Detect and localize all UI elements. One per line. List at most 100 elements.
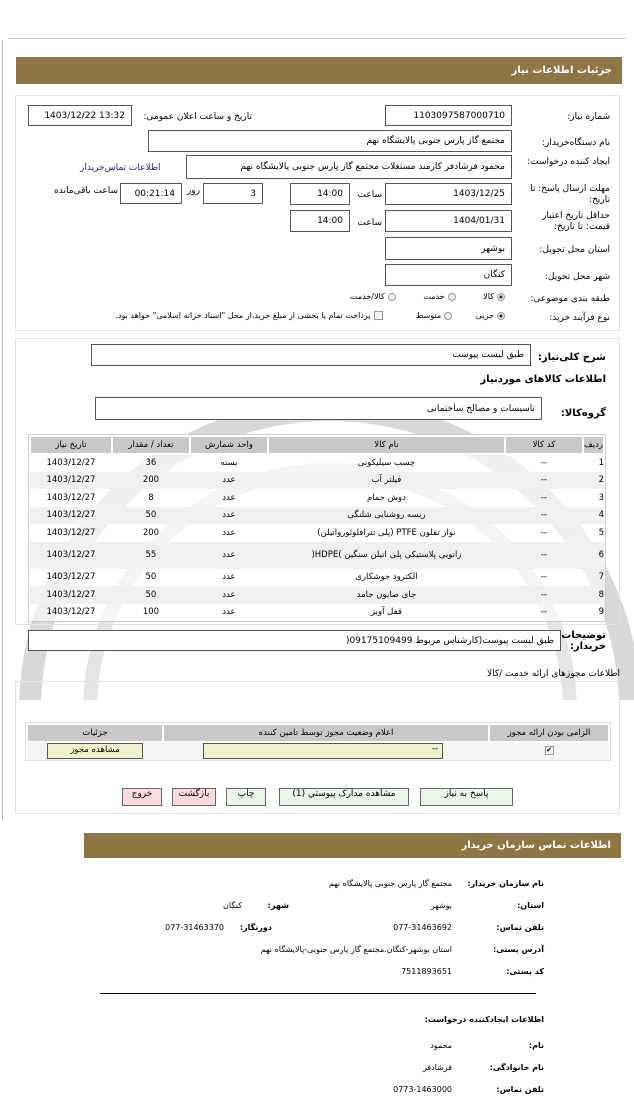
item-code: -- <box>540 527 547 538</box>
creator-phone-value: 0773-1463000 <box>393 1085 452 1094</box>
table-row: 8 -- جای صابون جامد عدد 50 1403/12/27 <box>30 586 604 604</box>
table-row: 1 -- چسب سیلیکونی بسته 36 1403/12/27 <box>30 454 604 472</box>
goods-table: ردیف کد کالا نام کالا واحد شمارش تعداد /… <box>28 434 606 622</box>
item-date: 1403/12/27 <box>46 527 96 538</box>
family-label: نام خانوادگی: <box>489 1063 544 1072</box>
item-date: 1403/12/27 <box>30 586 112 604</box>
goods-panel <box>15 338 620 625</box>
item-unit: عدد <box>189 541 268 569</box>
item-qty: 50 <box>111 506 190 524</box>
item-unit: عدد <box>222 527 236 538</box>
item-qty: 100 <box>142 607 160 618</box>
category-radio-group: کالا خدمت کالا/خدمت <box>350 292 508 301</box>
process-label: نوع فرآیند خرید: <box>549 313 610 323</box>
col-code: کد کالا <box>503 435 584 455</box>
creator-phone-label: تلفن تماس: <box>496 1085 544 1094</box>
view-attachments-button[interactable]: مشاهده مدارک پیوستي (1) <box>279 788 409 806</box>
print-button[interactable]: چاپ <box>226 788 266 806</box>
city-field[interactable]: کنگان <box>385 264 512 286</box>
radio-service[interactable] <box>447 292 456 301</box>
buyer-contact-link[interactable]: اطلاعات تماس‌خریدار <box>80 163 161 173</box>
item-name: زانویی پلاستیکی پلی اتیلن سنگین )HDPE( <box>267 541 505 569</box>
validity-time-field[interactable]: 14:00 <box>290 210 350 232</box>
item-name: نوار تفلون PTFE (پلی تترافلوئورواتیلن) <box>317 527 456 538</box>
exit-button[interactable]: خروج <box>122 788 162 806</box>
treasury-checkbox[interactable] <box>373 311 383 320</box>
table-row: 4 -- ریسه روشنایی شلنگی عدد 50 1403/12/27 <box>30 506 604 524</box>
item-unit: عدد <box>222 492 236 503</box>
creator-field[interactable]: محمود فرشادفر کارمند مستغلات مجتمع گاز پ… <box>186 155 512 179</box>
goods-section-title: اطلاعات کالاهای موردنیاز <box>480 374 606 385</box>
org-value: مجتمع گاز پارس جنوبی پالایشگاه نهم <box>328 879 452 888</box>
province-field[interactable]: بوشهر <box>385 237 512 260</box>
remaining-time-field: 00:21:14 <box>120 183 182 204</box>
buyer-label: نام دستگاه‌خریدار: <box>541 138 610 148</box>
family-value: فرشادفر <box>422 1063 452 1072</box>
item-name: دوش حمام <box>366 492 406 503</box>
row-number: 3 <box>598 492 604 503</box>
table-row: 7 -- الکترود جوشکاری عدد 50 1403/12/27 <box>30 569 604 587</box>
license-table: الزامی بودن ارائه مجوز اعلام وضعیت مجوز … <box>25 722 611 761</box>
address-value: استان بوشهر-کنگان.مجتمع گاز پارس جنوبی-پ… <box>260 945 452 954</box>
desc-field[interactable]: طبق لیست پیوست <box>91 344 531 366</box>
item-unit: عدد <box>189 471 268 489</box>
table-row: 9 -- قفل آویز عدد 100 1403/12/27 <box>30 604 604 622</box>
back-button[interactable]: بازگشت <box>172 788 216 806</box>
view-license-button[interactable]: مشاهده مجوز <box>47 743 143 760</box>
reply-button[interactable]: پاسخ به نیاز <box>420 788 513 806</box>
category-label: طبقه بندی موضوعی: <box>530 294 610 304</box>
item-qty: 8 <box>148 492 154 503</box>
radio-medium[interactable] <box>444 311 453 320</box>
fax-label: دورنگار: <box>239 923 272 932</box>
item-date: 1403/12/27 <box>46 572 96 583</box>
name-value: محمود <box>430 1041 452 1050</box>
item-date: 1403/12/27 <box>46 458 96 469</box>
notes-field[interactable]: طبق لیست پیوست(کارشناس مربوط 09175109499… <box>28 630 561 651</box>
contact-title: اطلاعات تماس سازمان خریدار <box>461 840 611 851</box>
radio-goods-service[interactable] <box>387 292 396 301</box>
item-name: الکترود جوشکاری <box>355 572 418 583</box>
contact-divider <box>100 993 536 994</box>
item-code: -- <box>504 586 583 604</box>
item-date: 1403/12/27 <box>46 607 96 618</box>
license-status-field[interactable]: -- <box>203 743 443 760</box>
table-row: 5 -- نوار تفلون PTFE (پلی تترافلوئورواتیلن… <box>30 524 604 542</box>
postal-value: 7511893651 <box>401 967 452 976</box>
page-header: جزئیات اطلاعات نیاز <box>16 57 622 84</box>
deadline-date-field[interactable]: 1403/12/25 <box>385 183 512 205</box>
row-number: 1 <box>598 458 604 469</box>
item-qty: 50 <box>111 586 190 604</box>
announce-field[interactable]: 1403/12/22 13:32 <box>28 105 132 126</box>
license-title: اطلاعات مجوزهای ارائه خدمت /کالا <box>486 669 620 679</box>
org-label: نام سازمان خریدار: <box>467 879 544 888</box>
row-number: 4 <box>582 506 604 524</box>
radio-goods[interactable] <box>497 292 505 301</box>
col-qty: تعداد / مقدار <box>110 435 191 455</box>
contact-header: اطلاعات تماس سازمان خریدار <box>84 833 621 858</box>
group-field[interactable]: تاسیسات و مصالح ساختمانی <box>95 397 542 420</box>
validity-time-label: ساعت <box>357 218 383 228</box>
need-info-panel <box>15 95 620 331</box>
radio-minor[interactable] <box>497 311 505 320</box>
item-qty: 55 <box>111 541 190 569</box>
creator-info-title: اطلاعات ایجادکننده درخواست: <box>424 1015 544 1024</box>
col-unit: واحد شمارش <box>188 435 269 455</box>
item-code: -- <box>540 458 547 469</box>
left-border <box>2 40 3 820</box>
days-label: روز <box>186 186 200 196</box>
validity-date-field[interactable]: 1404/01/31 <box>385 210 512 232</box>
need-number-label: شماره نیاز: <box>567 112 610 122</box>
item-qty: 50 <box>145 572 157 583</box>
item-qty: 36 <box>145 458 157 469</box>
creator-label: ایجاد کننده درخواست: <box>527 157 610 167</box>
contact-phone-label: تلفن تماس: <box>496 923 544 932</box>
deadline-time-field[interactable]: 14:00 <box>290 183 350 205</box>
item-code: -- <box>504 471 583 489</box>
item-date: 1403/12/27 <box>30 506 112 524</box>
item-code: -- <box>540 572 547 583</box>
remaining-label: ساعت باقی‌مانده <box>54 186 118 196</box>
days-field[interactable]: 3 <box>203 183 263 204</box>
need-number-field[interactable]: 1103097587000710 <box>385 105 512 126</box>
validity-label: حداقل تاریخ اعتبار قیمت: تا تاریخ: <box>542 211 610 232</box>
buyer-field[interactable]: مجتمع گاز پارس جنوبی پالایشگاه نهم <box>148 130 512 152</box>
